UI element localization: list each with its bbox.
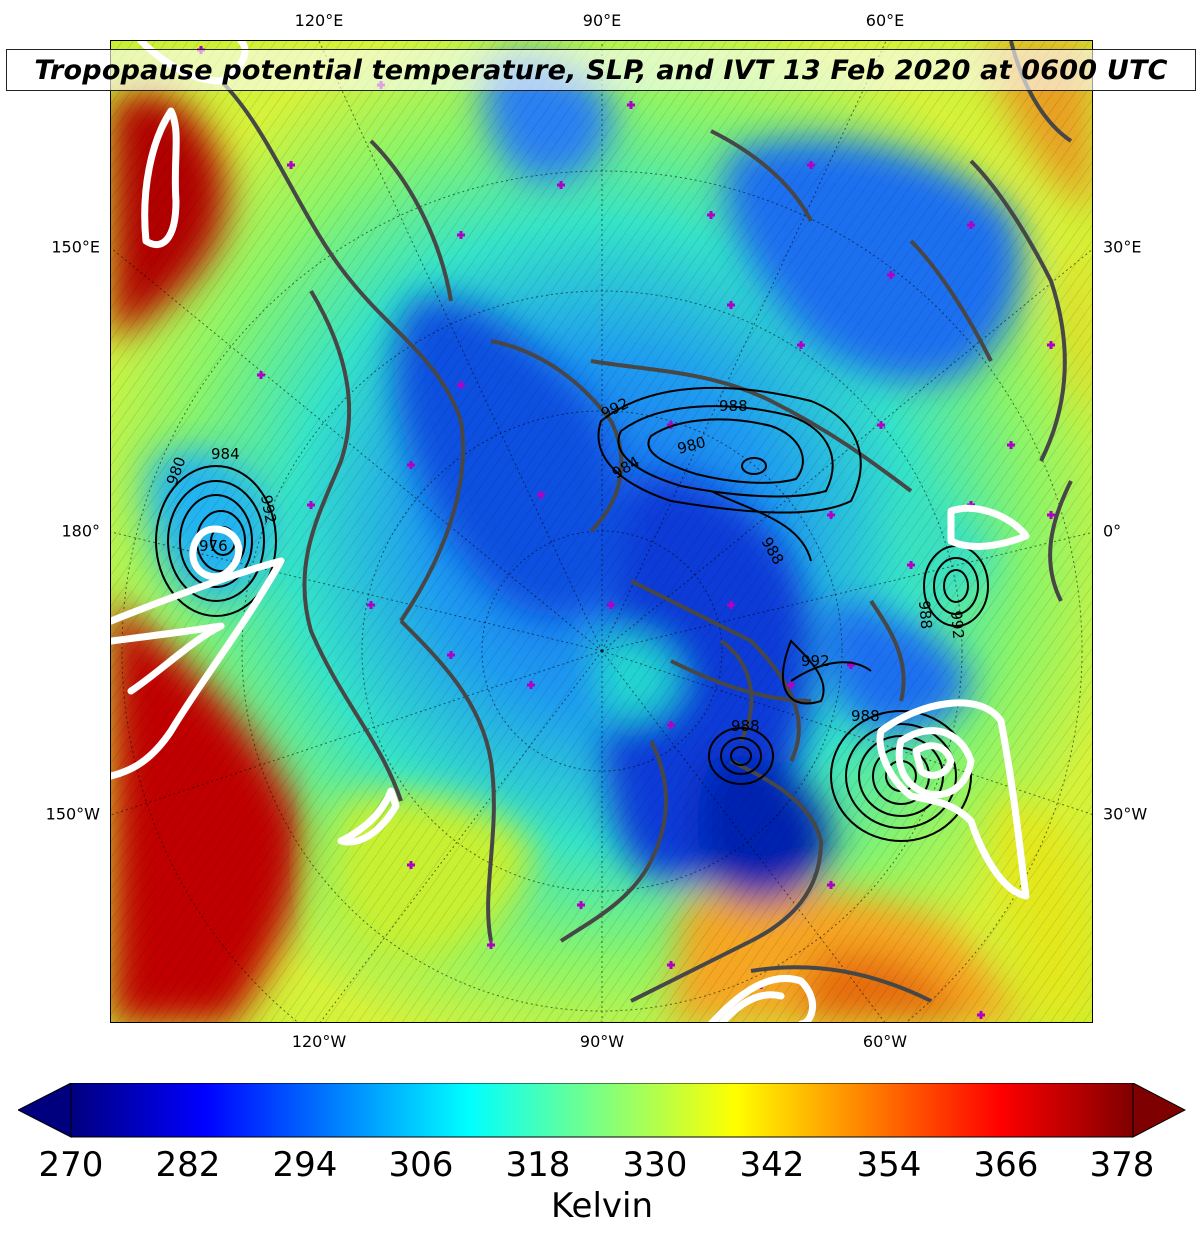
lon-label-left-180: 180° — [61, 521, 100, 541]
colorbar-tick: 354 — [856, 1145, 922, 1185]
lon-label-bottom-120w: 120°W — [291, 1032, 347, 1051]
coastlines — [219, 41, 1073, 1003]
colorbar-tick: 270 — [38, 1145, 104, 1185]
map-title: Tropopause potential temperature, SLP, a… — [34, 54, 1168, 86]
colorbar-tick: 318 — [505, 1145, 571, 1185]
colorbar — [18, 1083, 1186, 1138]
map-field: 984 980 992 976 992 988 980 984 988 992 … — [111, 41, 1092, 1022]
slp-label: 992 — [257, 494, 280, 525]
lon-label-top-90e: 90°E — [582, 11, 622, 30]
lon-label-top-120e: 120°E — [294, 11, 344, 30]
theta-contour-texture — [111, 41, 1092, 1022]
slp-label: 988 — [851, 707, 880, 725]
lon-label-top-60e: 60°E — [865, 11, 905, 30]
lon-label-left-150e: 150°E — [51, 237, 100, 257]
colorbar-tick: 342 — [739, 1145, 805, 1185]
colorbar-tick: 378 — [1089, 1145, 1155, 1185]
map-panel: 984 980 992 976 992 988 980 984 988 992 … — [110, 40, 1093, 1023]
slp-label: 992 — [947, 610, 967, 640]
colorbar-label: Kelvin — [550, 1186, 654, 1226]
colorbar-max-arrow — [1132, 1083, 1186, 1138]
colorbar-tick: 306 — [388, 1145, 454, 1185]
lon-label-bottom-90w: 90°W — [579, 1032, 625, 1051]
lon-label-right-30w: 30°W — [1103, 804, 1148, 824]
slp-label: 988 — [719, 397, 748, 415]
graticule — [111, 41, 1092, 1022]
colorbar-tick: 294 — [272, 1145, 338, 1185]
lon-label-bottom-60w: 60°W — [862, 1032, 908, 1051]
slp-label: 984 — [211, 445, 240, 463]
map-title-box: Tropopause potential temperature, SLP, a… — [6, 49, 1196, 91]
slp-label: 992 — [801, 652, 830, 670]
ivt-contours — [111, 41, 1030, 1022]
colorbar-tick: 366 — [973, 1145, 1039, 1185]
slp-label: 976 — [199, 537, 228, 555]
colorbar-min-arrow — [18, 1083, 72, 1138]
colorbar-tick: 282 — [155, 1145, 221, 1185]
slp-label: 988 — [915, 600, 935, 630]
lon-label-right-30e: 30°E — [1103, 237, 1142, 257]
colorbar-tick: 330 — [622, 1145, 688, 1185]
slp-label: 988 — [731, 717, 760, 735]
colorbar-gradient — [70, 1083, 1134, 1138]
lon-label-right-0: 0° — [1103, 521, 1122, 541]
lon-label-left-150w: 150°W — [45, 804, 100, 824]
